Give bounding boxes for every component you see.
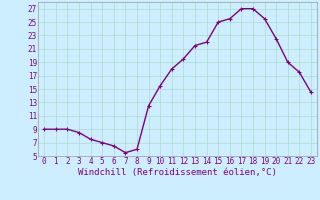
X-axis label: Windchill (Refroidissement éolien,°C): Windchill (Refroidissement éolien,°C) [78, 168, 277, 177]
